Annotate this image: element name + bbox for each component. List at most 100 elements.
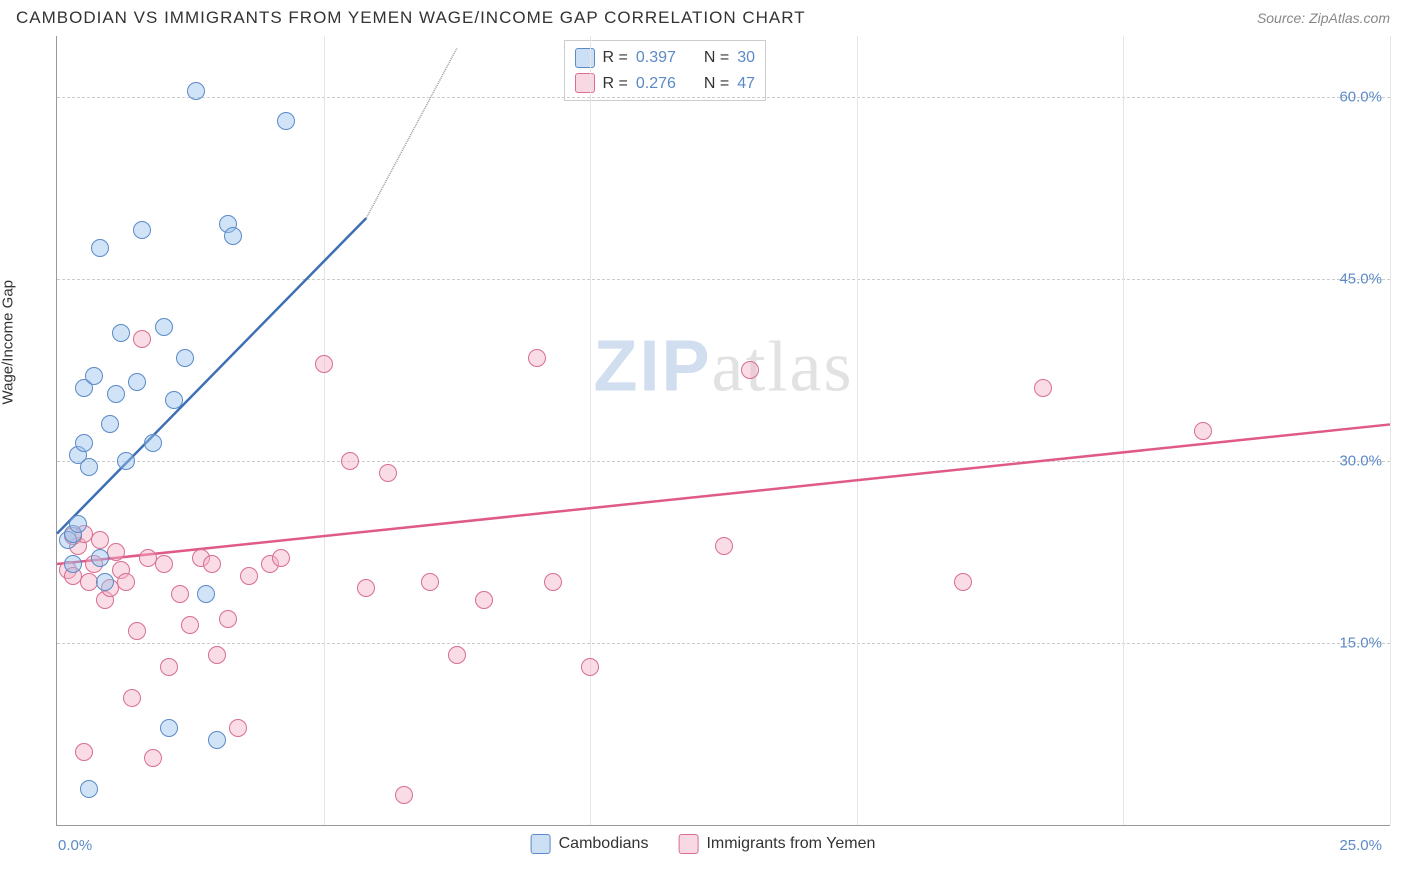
gridline-v (324, 36, 325, 825)
data-point-s2 (208, 646, 226, 664)
data-point-s2 (107, 543, 125, 561)
swatch-s1-icon (575, 48, 595, 68)
watermark-zip: ZIP (594, 327, 712, 407)
x-end-label: 25.0% (1339, 837, 1382, 854)
watermark: ZIPatlas (594, 326, 854, 409)
data-point-s1 (80, 458, 98, 476)
data-point-s2 (448, 646, 466, 664)
plot-area: ZIPatlas R = 0.397 N = 30 R = 0.276 N = … (56, 36, 1390, 826)
data-point-s1 (176, 349, 194, 367)
data-point-s1 (80, 780, 98, 798)
y-axis-label: Wage/Income Gap (0, 280, 17, 405)
data-point-s2 (395, 786, 413, 804)
data-point-s1 (144, 434, 162, 452)
data-point-s2 (1194, 422, 1212, 440)
gridline-h (57, 279, 1390, 280)
swatch-yemen-icon (678, 834, 698, 854)
data-point-s2 (1034, 379, 1052, 397)
chart-title: CAMBODIAN VS IMMIGRANTS FROM YEMEN WAGE/… (16, 8, 806, 28)
chart-header: CAMBODIAN VS IMMIGRANTS FROM YEMEN WAGE/… (0, 0, 1406, 32)
data-point-s1 (277, 112, 295, 130)
gridline-h (57, 461, 1390, 462)
data-point-s2 (133, 330, 151, 348)
data-point-s1 (197, 585, 215, 603)
data-point-s1 (165, 391, 183, 409)
data-point-s2 (272, 549, 290, 567)
data-point-s1 (85, 367, 103, 385)
data-point-s1 (187, 82, 205, 100)
data-point-s1 (96, 573, 114, 591)
data-point-s2 (144, 749, 162, 767)
gridline-v (1390, 36, 1391, 825)
legend-r-value-s1: 0.397 (636, 45, 676, 71)
data-point-s2 (123, 689, 141, 707)
legend-label-cambodians: Cambodians (559, 835, 649, 853)
data-point-s2 (171, 585, 189, 603)
legend-item-yemen: Immigrants from Yemen (678, 834, 875, 854)
gridline-v (1123, 36, 1124, 825)
data-point-s1 (75, 434, 93, 452)
data-point-s1 (160, 719, 178, 737)
legend-r-label-s1: R = (603, 45, 628, 71)
data-point-s2 (715, 537, 733, 555)
legend-label-yemen: Immigrants from Yemen (706, 835, 875, 853)
data-point-s2 (91, 531, 109, 549)
data-point-s2 (581, 658, 599, 676)
legend-n-value-s1: 30 (737, 45, 755, 71)
source-attribution: Source: ZipAtlas.com (1257, 10, 1390, 26)
source-label: Source: (1257, 10, 1309, 26)
data-point-s2 (544, 573, 562, 591)
legend-n-label-s2: N = (704, 71, 729, 97)
gridline-v (590, 36, 591, 825)
data-point-s1 (133, 221, 151, 239)
data-point-s2 (240, 567, 258, 585)
data-point-s2 (155, 555, 173, 573)
source-value: ZipAtlas.com (1309, 10, 1390, 26)
x-origin-label: 0.0% (58, 837, 92, 854)
watermark-atlas: atlas (712, 327, 854, 407)
legend-row-s2: R = 0.276 N = 47 (575, 71, 756, 97)
data-point-s1 (208, 731, 226, 749)
data-point-s2 (117, 573, 135, 591)
y-tick-label: 60.0% (1339, 88, 1382, 105)
data-point-s1 (101, 415, 119, 433)
data-point-s1 (224, 227, 242, 245)
data-point-s2 (75, 743, 93, 761)
data-point-s2 (379, 464, 397, 482)
data-point-s2 (357, 579, 375, 597)
legend-n-value-s2: 47 (737, 71, 755, 97)
data-point-s2 (528, 349, 546, 367)
data-point-s1 (117, 452, 135, 470)
legend-r-label-s2: R = (603, 71, 628, 97)
legend-row-s1: R = 0.397 N = 30 (575, 45, 756, 71)
gridline-h (57, 97, 1390, 98)
swatch-s2-icon (575, 73, 595, 93)
data-point-s2 (341, 452, 359, 470)
data-point-s2 (475, 591, 493, 609)
legend-item-cambodians: Cambodians (531, 834, 649, 854)
gridline-h (57, 643, 1390, 644)
y-tick-label: 15.0% (1339, 634, 1382, 651)
data-point-s1 (91, 549, 109, 567)
data-point-s2 (128, 622, 146, 640)
chart-container: Wage/Income Gap ZIPatlas R = 0.397 N = 3… (16, 36, 1390, 856)
trend-svg (57, 36, 1390, 825)
data-point-s1 (64, 555, 82, 573)
data-point-s2 (229, 719, 247, 737)
data-point-s1 (107, 385, 125, 403)
series-legend: Cambodians Immigrants from Yemen (531, 834, 876, 854)
swatch-cambodians-icon (531, 834, 551, 854)
data-point-s2 (203, 555, 221, 573)
legend-r-value-s2: 0.276 (636, 71, 676, 97)
data-point-s1 (112, 324, 130, 342)
data-point-s2 (954, 573, 972, 591)
y-tick-label: 30.0% (1339, 452, 1382, 469)
correlation-legend: R = 0.397 N = 30 R = 0.276 N = 47 (564, 40, 767, 101)
legend-n-label-s1: N = (704, 45, 729, 71)
data-point-s2 (421, 573, 439, 591)
data-point-s1 (128, 373, 146, 391)
gridline-v (857, 36, 858, 825)
data-point-s2 (181, 616, 199, 634)
y-tick-label: 45.0% (1339, 270, 1382, 287)
data-point-s1 (69, 515, 87, 533)
